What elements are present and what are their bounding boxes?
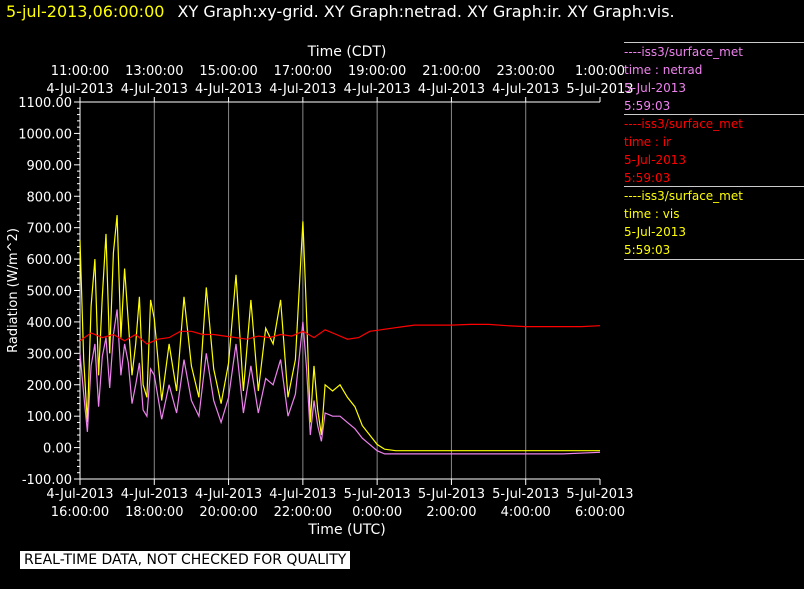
- y-tick-label: -100.00: [22, 473, 72, 488]
- x-top-tick-time: 1:00:00: [575, 64, 625, 79]
- y-tick-label: 900.00: [27, 159, 73, 174]
- x-tick-time: 22:00:00: [274, 505, 332, 520]
- x-top-tick-date: 4-Jul-2013: [46, 82, 113, 97]
- x-tick-date: 4-Jul-2013: [121, 487, 188, 502]
- y-tick-label: 800.00: [27, 190, 73, 205]
- legend-ir-time: 5:59:03: [624, 171, 671, 185]
- x-tick-date: 4-Jul-2013: [269, 487, 336, 502]
- legend-vis: ----iss3/surface_met time : vis 5-Jul-20…: [624, 186, 804, 260]
- x-tick-date: 5-Jul-2013: [418, 487, 485, 502]
- series-line-vis: [79, 215, 600, 452]
- x-top-tick-time: 21:00:00: [422, 64, 480, 79]
- x-tick-time: 2:00:00: [426, 505, 476, 520]
- x-tick-date: 5-Jul-2013: [492, 487, 559, 502]
- x-tick-date: 4-Jul-2013: [46, 487, 113, 502]
- legend-netrad-source: ----iss3/surface_met: [624, 45, 743, 59]
- x-axis-label: Time (UTC): [307, 522, 385, 538]
- x-top-tick-time: 11:00:00: [51, 64, 109, 79]
- y-tick-label: 400.00: [27, 316, 73, 331]
- x-top-tick-time: 17:00:00: [274, 64, 332, 79]
- title-date: 5-jul-2013,06:00:00: [6, 2, 165, 21]
- x-top-axis-label: Time (CDT): [307, 44, 387, 60]
- legend-vis-var: time : vis: [624, 207, 680, 221]
- title-bar: 5-jul-2013,06:00:00 XY Graph:xy-grid. XY…: [6, 2, 675, 21]
- y-axis-label: Radiation (W/m^2): [6, 228, 21, 353]
- x-top-tick-date: 5-Jul-2013: [566, 82, 633, 97]
- x-top-tick-date: 4-Jul-2013: [195, 82, 262, 97]
- legend-ir-date: 5-Jul-2013: [624, 153, 686, 167]
- legend-ir-source: ----iss3/surface_met: [624, 117, 743, 131]
- x-top-tick-date: 4-Jul-2013: [492, 82, 559, 97]
- x-tick-time: 6:00:00: [575, 505, 625, 520]
- y-tick-label: 500.00: [27, 285, 73, 300]
- legend-netrad-time: 5:59:03: [624, 99, 671, 113]
- x-top-tick-date: 4-Jul-2013: [269, 82, 336, 97]
- x-top-tick-time: 19:00:00: [348, 64, 406, 79]
- y-tick-label: 700.00: [27, 222, 73, 237]
- series-line-ir: [79, 323, 601, 345]
- legend-ir: ----iss3/surface_met time : ir 5-Jul-201…: [624, 114, 804, 187]
- x-tick-date: 5-Jul-2013: [566, 487, 633, 502]
- series-line-netrad: [79, 309, 601, 455]
- x-tick-date: 4-Jul-2013: [195, 487, 262, 502]
- x-top-tick-time: 23:00:00: [497, 64, 555, 79]
- x-top-tick-date: 4-Jul-2013: [121, 82, 188, 97]
- legend-vis-date: 5-Jul-2013: [624, 225, 686, 239]
- y-tick-label: 0.00: [43, 442, 72, 457]
- y-tick-label: 200.00: [27, 379, 73, 394]
- x-tick-time: 20:00:00: [199, 505, 257, 520]
- y-tick-label: 100.00: [27, 410, 73, 425]
- x-top-tick-date: 4-Jul-2013: [418, 82, 485, 97]
- y-tick-label: 300.00: [27, 347, 73, 362]
- legend-ir-var: time : ir: [624, 135, 672, 149]
- quality-warning-banner: REAL-TIME DATA, NOT CHECKED FOR QUALITY: [20, 551, 351, 569]
- legend-vis-time: 5:59:03: [624, 243, 671, 257]
- x-tick-time: 18:00:00: [125, 505, 183, 520]
- x-top-tick-time: 15:00:00: [199, 64, 257, 79]
- legend-netrad: ----iss3/surface_met time : netrad 5-Jul…: [624, 42, 804, 115]
- legend-vis-source: ----iss3/surface_met: [624, 189, 743, 203]
- y-tick-label: 1100.00: [18, 96, 72, 111]
- legend-netrad-date: 5-Jul-2013: [624, 81, 686, 95]
- x-top-tick-time: 13:00:00: [125, 64, 183, 79]
- x-top-tick-date: 4-Jul-2013: [344, 82, 411, 97]
- title-graphs: XY Graph:xy-grid. XY Graph:netrad. XY Gr…: [177, 2, 675, 21]
- x-tick-time: 0:00:00: [352, 505, 402, 520]
- y-tick-label: 1000.00: [18, 127, 72, 142]
- x-tick-date: 5-Jul-2013: [344, 487, 411, 502]
- legend-netrad-var: time : netrad: [624, 63, 703, 77]
- y-tick-label: 600.00: [27, 253, 73, 268]
- x-tick-time: 16:00:00: [51, 505, 109, 520]
- x-tick-time: 4:00:00: [501, 505, 551, 520]
